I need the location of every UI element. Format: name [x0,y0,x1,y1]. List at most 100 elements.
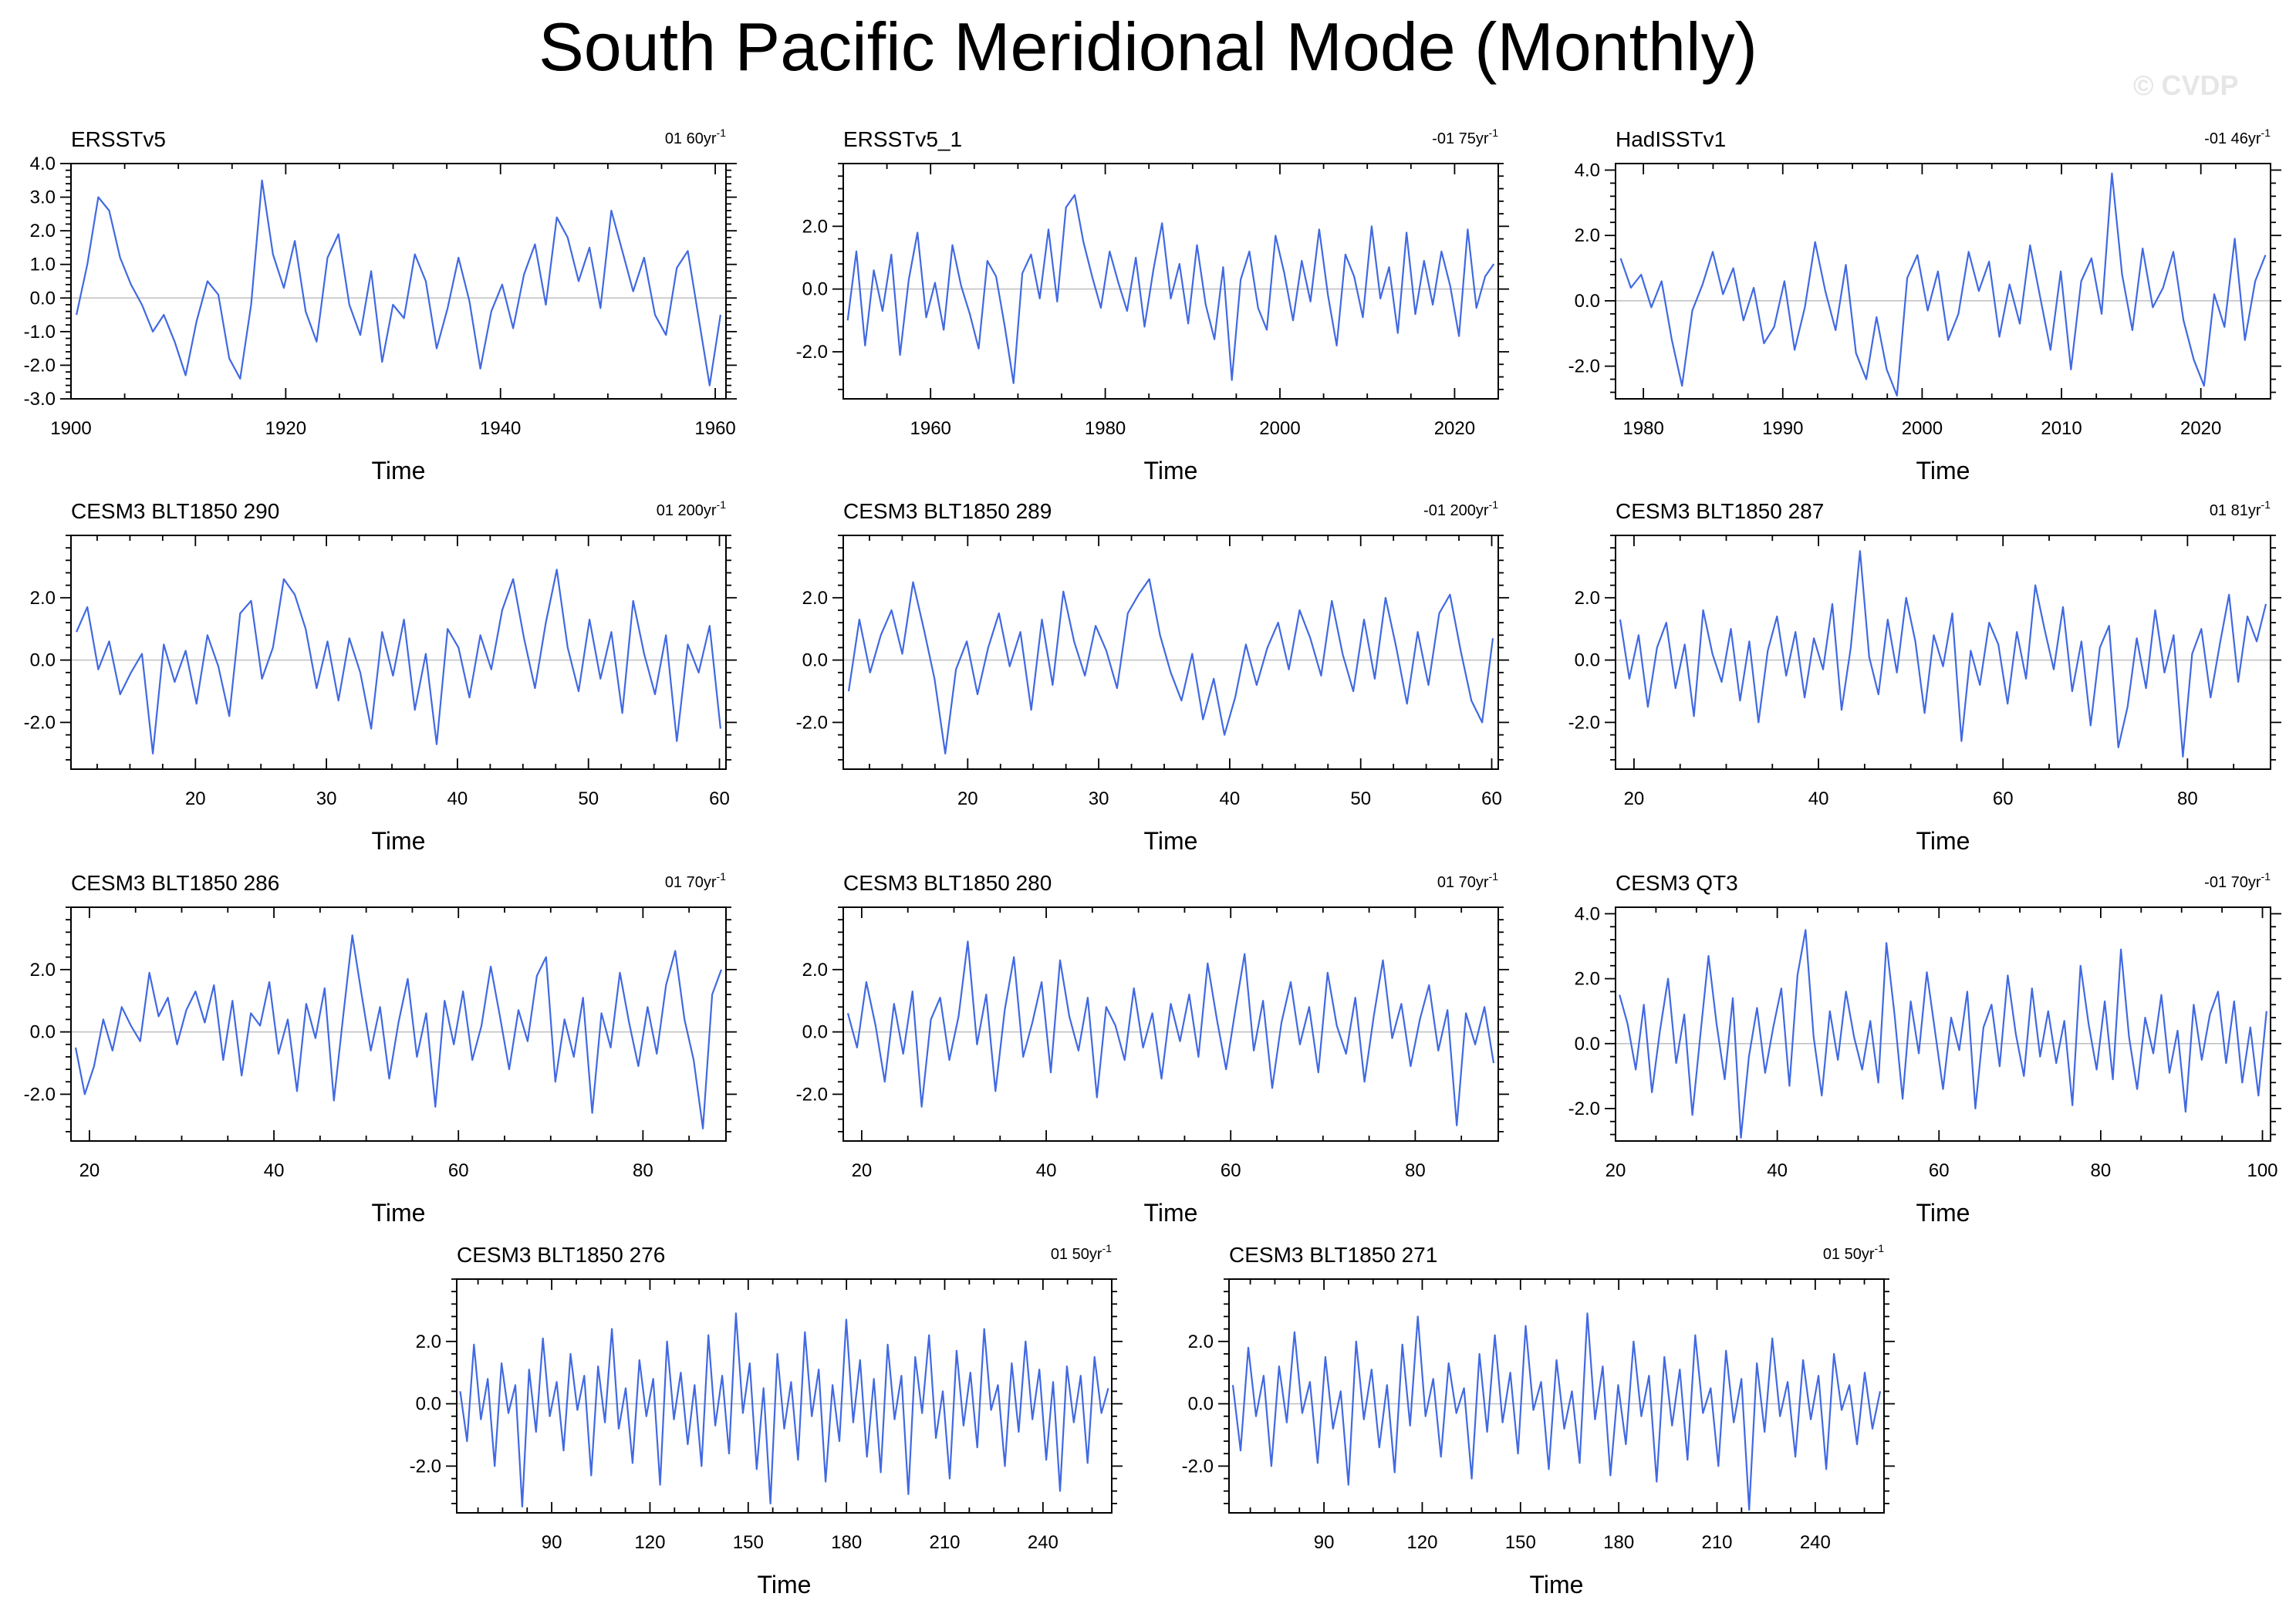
trend-value: -01 70 [2204,874,2248,891]
x-axis-label: Time [1144,457,1198,484]
chart-panel: 20 30 40 50 60 -2.0 0.0 2.0 Time CESM3 BLT1850 28… [796,498,1509,855]
series-line [1231,1312,1882,1511]
x-axis-label: Time [372,457,426,484]
trend-value: 01 50 [1823,1246,1862,1263]
y-tick-label: 0.0 [1188,1394,1214,1415]
series-line [74,934,723,1129]
x-axis-label: Time [372,827,426,855]
y-tick-label: 3.0 [30,187,56,208]
x-tick-label: 60 [1993,788,2014,809]
x-tick-label: 2000 [1259,418,1300,439]
trend-value: -01 46 [2204,130,2248,147]
trend-annotation: -01 75yr-1 [1432,127,1498,147]
trend-exponent: -1 [2261,127,2271,139]
x-tick-label: 20 [1624,788,1645,809]
x-tick-label: 30 [316,788,337,809]
trend-unit: yr [2248,874,2261,891]
y-tick-label: -2.0 [796,342,828,363]
y-tick-label: -2.0 [1182,1456,1214,1477]
trend-exponent: -1 [2261,870,2271,883]
x-tick-label: 1960 [910,418,951,439]
x-tick-label: 1980 [1085,418,1126,439]
plot-frame [70,906,727,1142]
trend-annotation: 01 70yr-1 [665,870,726,891]
series-line [846,940,1495,1126]
panel-title: ERSSTv5_1 [843,127,962,151]
y-tick-label: 0.0 [802,279,828,300]
y-tick-label: 0.0 [30,650,56,671]
y-tick-label: -2.0 [1568,1099,1600,1119]
trend-unit: yr [1862,1246,1875,1263]
y-tick-label: 0.0 [30,288,56,309]
trend-unit: yr [704,502,717,519]
y-tick-label: -2.0 [796,1084,828,1105]
chart-panel: 20 40 60 80 -2.0 0.0 2.0 Time CESM3 BLT1850 280 0… [796,870,1509,1227]
x-tick-label: 2020 [2180,418,2221,439]
panel-title: CESM3 BLT1850 287 [1616,499,1824,523]
x-tick-label: 60 [1221,1160,1241,1181]
chart-panel: 20 40 60 80 100 -2.0 0.0 2.0 4.0 Time CESM3 QT3 -01… [1568,870,2281,1227]
plot-frame [70,535,727,770]
x-tick-label: 40 [1220,788,1241,809]
x-axis-label: Time [372,1199,426,1227]
y-tick-label: -2.0 [24,712,56,733]
trend-unit: yr [2248,502,2261,519]
x-tick-label: 240 [1800,1532,1831,1553]
plot-frame [1615,163,2271,400]
trend-annotation: 01 50yr-1 [1051,1242,1112,1263]
trend-unit: yr [1089,1246,1102,1263]
x-tick-label: 1900 [50,418,91,439]
plot-frame [842,163,1499,400]
x-tick-label: 80 [1405,1160,1426,1181]
trend-exponent: -1 [717,870,727,883]
y-tick-label: -2.0 [1568,356,1600,377]
x-tick-label: 60 [1481,788,1502,809]
x-tick-label: 100 [2247,1160,2277,1181]
y-tick-label: -2.0 [410,1456,441,1477]
x-tick-label: 30 [1089,788,1109,809]
x-tick-label: 80 [633,1160,653,1181]
plot-frame [842,906,1499,1142]
y-tick-label: -2.0 [24,355,56,376]
trend-annotation: 01 60yr-1 [665,127,726,147]
x-tick-label: 80 [2177,788,2198,809]
x-tick-label: 1960 [694,418,735,439]
x-tick-label: 240 [1028,1532,1059,1553]
x-tick-label: 90 [1314,1532,1335,1553]
y-tick-label: 2.0 [30,960,56,981]
x-axis-label: Time [1916,827,1970,855]
trend-exponent: -1 [1489,870,1499,883]
y-tick-label: 0.0 [1575,291,1600,312]
x-tick-label: 210 [929,1532,960,1553]
trend-annotation: 01 50yr-1 [1823,1242,1884,1263]
x-tick-label: 120 [634,1532,665,1553]
y-tick-label: -2.0 [24,1084,56,1105]
y-tick-label: -2.0 [1568,712,1600,733]
plot-frame [1228,1278,1885,1514]
y-tick-label: 0.0 [416,1394,441,1415]
series-line [76,569,721,754]
plot-frame [1615,906,2271,1142]
x-tick-label: 20 [185,788,206,809]
x-tick-label: 50 [578,788,599,809]
x-axis-label: Time [1144,1199,1198,1227]
y-tick-label: 0.0 [30,1022,56,1043]
trend-unit: yr [1476,874,1489,891]
x-tick-label: 60 [448,1160,469,1181]
x-tick-label: 180 [1603,1532,1634,1553]
y-tick-label: 2.0 [30,588,56,609]
series-line [846,194,1495,384]
trend-exponent: -1 [1875,1242,1885,1254]
trend-annotation: -01 70yr-1 [2204,870,2271,891]
x-tick-label: 20 [852,1160,873,1181]
x-tick-label: 1990 [1762,418,1803,439]
y-tick-label: 4.0 [1575,903,1600,924]
trend-annotation: -01 46yr-1 [2204,127,2271,147]
chart-panel: 1900 1920 1940 1960 -3.0 -2.0 -1.0 0.0 1.0 2.0 3.0… [24,127,737,484]
x-tick-label: 180 [831,1532,862,1553]
series-line [847,578,1494,754]
x-tick-label: 150 [1505,1532,1536,1553]
series-line [459,1312,1109,1508]
chart-panel: 1960 1980 2000 2020 -2.0 0.0 2.0 Time ERSSTv5_1 -… [796,127,1509,484]
